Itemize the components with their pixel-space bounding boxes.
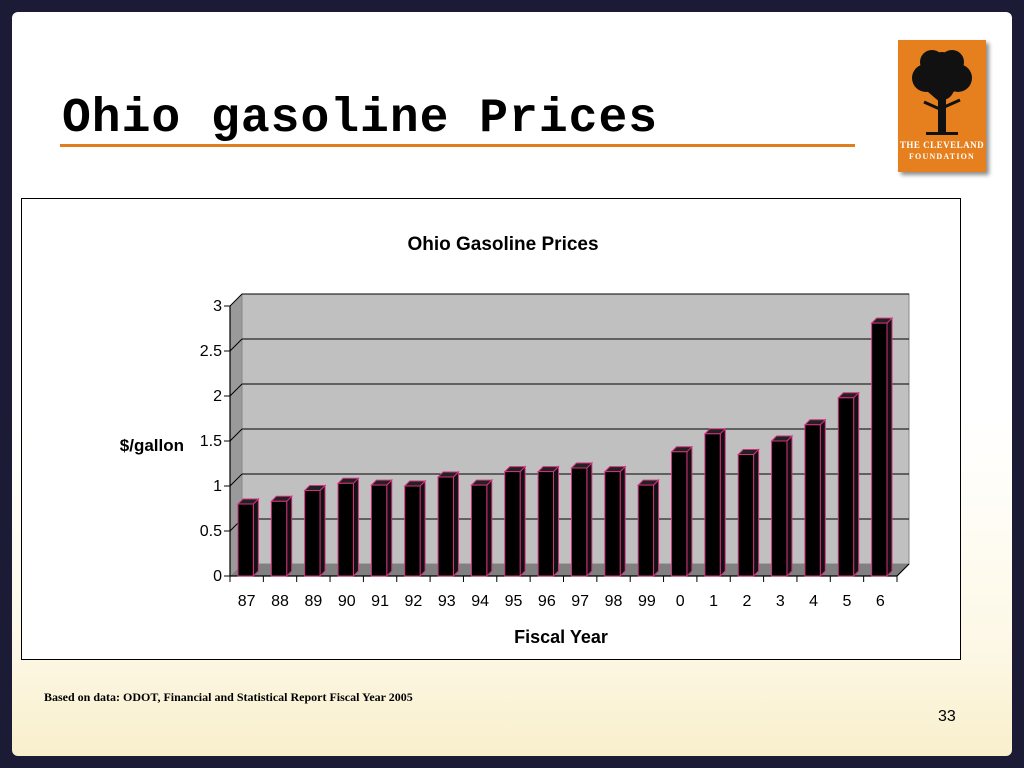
gridline-depth <box>229 338 243 352</box>
x-axis-depth <box>896 563 910 577</box>
x-tick-label: 94 <box>471 593 489 610</box>
bar <box>237 503 254 577</box>
x-tick-label: 97 <box>571 593 589 610</box>
bar-side <box>619 465 626 578</box>
bar <box>537 471 554 577</box>
bar <box>804 424 821 577</box>
x-tick-label: 5 <box>843 593 852 610</box>
bar-side <box>819 418 826 578</box>
bar <box>337 482 354 577</box>
slide-title: Ohio gasoline Prices <box>62 92 659 146</box>
bar-side <box>786 434 793 578</box>
x-tick-label: 3 <box>776 593 785 610</box>
y-tick-label: 0.5 <box>200 523 222 540</box>
bar-side <box>653 478 660 578</box>
bar-side <box>753 448 760 578</box>
x-tick-label: 99 <box>638 593 656 610</box>
x-tick-label: 95 <box>505 593 523 610</box>
bar <box>304 490 321 577</box>
x-tick-label: 87 <box>238 593 256 610</box>
bar <box>270 500 288 577</box>
x-tick-label: 1 <box>709 593 718 610</box>
bar-side <box>586 461 593 578</box>
bar <box>470 484 488 577</box>
bar-side <box>319 484 326 578</box>
x-tick-label: 90 <box>338 593 356 610</box>
gridline-depth <box>229 293 243 307</box>
y-axis-title: $/gallon <box>120 436 184 455</box>
x-tick-label: 0 <box>676 593 685 610</box>
bar <box>404 485 421 577</box>
bar <box>871 322 888 577</box>
bar-side <box>452 470 459 578</box>
bar <box>771 440 788 577</box>
bar-side <box>252 497 259 578</box>
y-tick-label: 3 <box>213 298 222 315</box>
bar-side <box>286 495 293 578</box>
bar <box>671 451 688 577</box>
x-tick-label: 93 <box>438 593 456 610</box>
bar <box>437 476 454 577</box>
tree-icon <box>912 50 972 135</box>
y-tick-label: 2 <box>213 388 222 405</box>
gridline-depth <box>229 383 243 397</box>
bar-side <box>686 445 693 578</box>
bar <box>504 471 521 577</box>
x-tick-label: 91 <box>371 593 389 610</box>
x-tick-label: 6 <box>876 593 885 610</box>
bar <box>604 471 621 577</box>
bar-side <box>719 427 726 578</box>
x-tick-label: 96 <box>538 593 556 610</box>
bar-chart: 0 0.5 1 1.5 2 2.5 3 87 88 89 90 91 92 93 94 95 96 97 98 99 0… <box>120 234 910 647</box>
gridline-depth <box>229 473 243 487</box>
gridline-depth <box>229 428 243 442</box>
source-note: Based on data: ODOT, Financial and Stati… <box>44 690 413 704</box>
x-tick-label: 2 <box>742 593 751 610</box>
bar <box>837 397 855 577</box>
x-tick-label: 92 <box>405 593 423 610</box>
y-tick-label: 2.5 <box>200 343 222 360</box>
logo-text-line1: THE CLEVELAND <box>899 140 985 150</box>
cleveland-foundation-logo: THE CLEVELAND FOUNDATION <box>898 40 986 172</box>
y-tick-label: 0 <box>213 568 222 585</box>
bar <box>737 454 755 577</box>
page-number: 33 <box>938 708 956 725</box>
bar-side <box>519 465 526 578</box>
bar <box>704 433 721 577</box>
bar-side <box>853 391 860 578</box>
bar-side <box>486 478 493 578</box>
y-tick-label: 1.5 <box>200 433 222 450</box>
bar-side <box>419 479 426 578</box>
bar <box>571 467 588 577</box>
x-tick-label: 89 <box>304 593 322 610</box>
bar-side <box>886 316 893 578</box>
bar-side <box>352 477 359 578</box>
title-underline <box>60 144 855 147</box>
logo-text-line2: FOUNDATION <box>908 152 976 161</box>
x-tick-label: 4 <box>809 593 818 610</box>
bar <box>637 484 655 577</box>
x-tick-label: 98 <box>605 593 623 610</box>
x-axis-title: Fiscal Year <box>514 627 608 647</box>
bar-side <box>386 478 393 578</box>
chart-title: Ohio Gasoline Prices <box>407 234 598 255</box>
x-tick-label: 88 <box>271 593 289 610</box>
y-tick-label: 1 <box>213 478 222 495</box>
bar-side <box>552 465 559 578</box>
bar <box>370 484 388 577</box>
